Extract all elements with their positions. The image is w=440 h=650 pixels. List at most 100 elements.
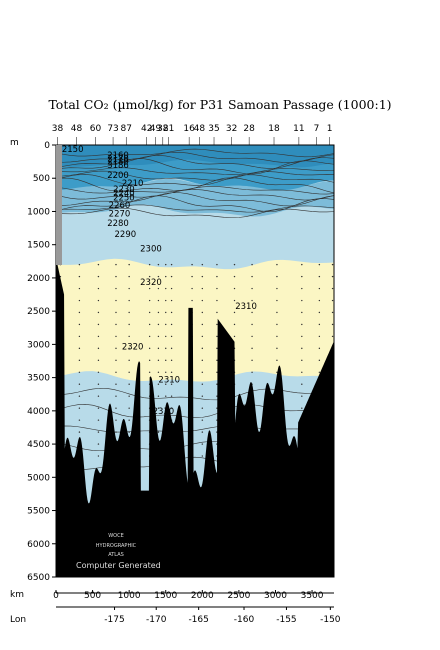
contour-label: 2160 <box>107 151 129 161</box>
sample-point <box>148 287 151 290</box>
sample-point <box>170 347 173 350</box>
y-tick-label: 500 <box>33 174 50 184</box>
lon-tick-label: -150 <box>320 615 341 625</box>
sample-point <box>148 263 151 266</box>
sample-point <box>115 299 117 302</box>
sample-point <box>301 275 303 278</box>
sample-point <box>128 275 130 278</box>
station-label: 87 <box>121 124 132 134</box>
sample-point <box>301 311 303 314</box>
sample-point <box>201 455 204 457</box>
sample-point <box>191 275 193 278</box>
contour-2310 <box>56 425 334 434</box>
contour-2210 <box>56 174 334 186</box>
station-label: 38 <box>52 124 64 134</box>
sample-point <box>251 347 253 350</box>
sample-point <box>201 311 204 314</box>
lon-tick-label: -165 <box>188 615 208 625</box>
sample-point <box>97 287 100 290</box>
sample-point <box>170 275 173 278</box>
sample-point <box>170 395 173 397</box>
sample-point <box>115 287 117 290</box>
sample-point <box>115 395 117 397</box>
km-tick-label: 3500 <box>301 591 324 601</box>
sample-point <box>78 371 81 373</box>
sample-point <box>201 383 204 385</box>
sample-point <box>301 263 303 266</box>
y-tick-label: 0 <box>44 141 50 151</box>
sample-point <box>216 323 218 326</box>
sample-point <box>191 263 193 266</box>
sample-point <box>276 287 278 290</box>
contour-2260 <box>56 195 334 212</box>
sample-point <box>216 383 218 385</box>
sample-point <box>276 359 278 362</box>
contour-2250 <box>56 192 334 207</box>
sample-point <box>233 287 236 290</box>
station-label: 21 <box>163 124 174 134</box>
contour-2280 <box>56 207 334 219</box>
sample-point <box>170 383 173 385</box>
sample-point <box>216 335 218 338</box>
sample-point <box>148 323 151 326</box>
sample-point <box>165 299 167 302</box>
sample-point <box>157 359 160 362</box>
sample-point <box>115 275 117 278</box>
station-label: 38 <box>157 124 169 134</box>
sample-point <box>97 323 100 326</box>
sample-point <box>97 443 100 445</box>
sample-point <box>148 299 151 302</box>
sample-point <box>301 371 303 373</box>
sample-point <box>115 371 117 373</box>
y-tick-label: 3000 <box>27 340 50 350</box>
station-label: 7 <box>314 124 320 134</box>
sample-point <box>78 311 81 314</box>
sample-point <box>97 335 100 338</box>
sample-point <box>251 323 253 326</box>
x-axis-label-km: km <box>10 590 24 600</box>
sample-point <box>201 407 204 409</box>
sample-point <box>233 263 236 266</box>
sample-point <box>157 407 160 409</box>
logo-text: WOCE <box>108 533 124 539</box>
sample-point <box>97 263 100 266</box>
lon-tick-label: -175 <box>104 615 124 625</box>
sample-point <box>165 287 167 290</box>
sample-point <box>115 335 117 338</box>
sample-point <box>78 335 81 338</box>
sample-point <box>165 383 167 385</box>
sample-point <box>157 383 160 385</box>
sample-point <box>97 371 100 373</box>
sample-point <box>165 263 167 266</box>
y-tick-label: 1000 <box>27 207 50 217</box>
km-tick-label: 0 <box>53 591 59 601</box>
sample-point <box>97 455 100 457</box>
sample-point <box>216 395 218 397</box>
logo-watermark: WOCE HYDROGRAPHIC ATLAS Computer Generated <box>76 533 161 570</box>
sample-point <box>331 263 334 266</box>
sample-point <box>97 431 100 433</box>
contour-label: 2320 <box>140 278 162 288</box>
sample-point <box>201 275 204 278</box>
sample-point <box>331 323 334 326</box>
station-label: 1 <box>327 124 333 134</box>
station-label: 73 <box>107 124 118 134</box>
sample-point <box>78 383 81 385</box>
station-label: 32 <box>226 124 237 134</box>
km-tick-label: 3000 <box>264 591 287 601</box>
sample-point <box>201 323 204 326</box>
sample-point <box>157 347 160 350</box>
station-label: 18 <box>268 124 280 134</box>
sample-point <box>115 347 117 350</box>
y-tick-label: 6000 <box>27 540 50 550</box>
sample-point <box>157 299 160 302</box>
sample-point <box>251 275 253 278</box>
sample-point <box>78 287 81 290</box>
sample-point <box>148 347 151 350</box>
sample-point <box>97 299 100 302</box>
station-label: 42 <box>141 124 152 134</box>
station-label: 60 <box>90 124 102 134</box>
km-tick-label: 2000 <box>191 591 214 601</box>
sample-point <box>201 299 204 302</box>
sample-point <box>97 395 100 397</box>
